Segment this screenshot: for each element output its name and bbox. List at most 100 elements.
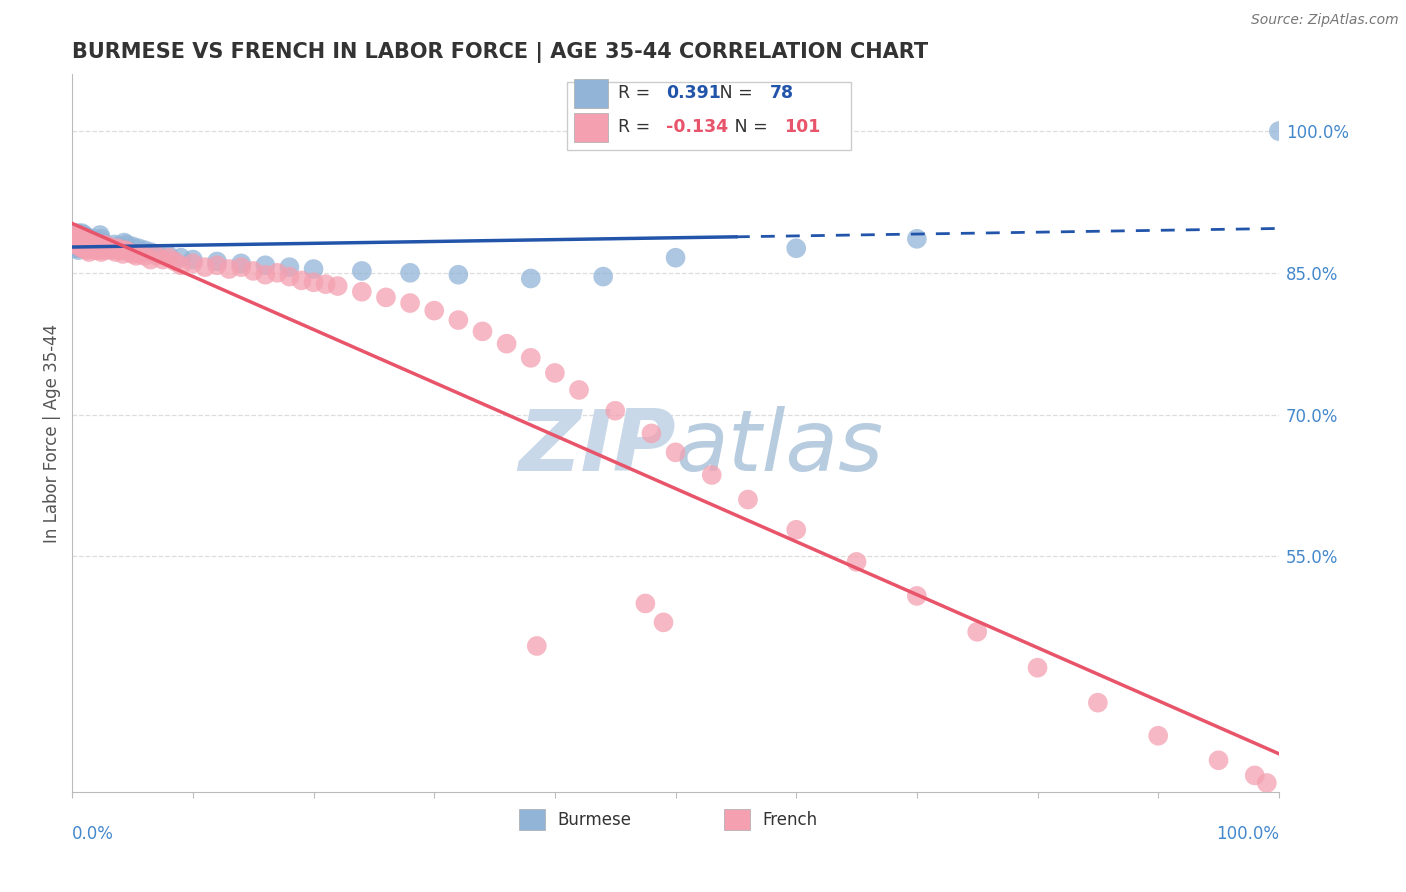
Point — [640, 426, 662, 441]
Point — [118, 245, 141, 260]
Point — [110, 241, 132, 255]
Point — [290, 273, 312, 287]
Point — [79, 241, 101, 255]
Text: 100.0%: 100.0% — [1216, 825, 1279, 843]
Point — [69, 235, 91, 250]
Point — [69, 239, 91, 253]
FancyBboxPatch shape — [574, 113, 607, 142]
Point — [194, 260, 217, 274]
Point — [83, 239, 105, 253]
Point — [115, 237, 138, 252]
Point — [87, 235, 110, 250]
Point — [785, 523, 807, 537]
Point — [447, 268, 470, 282]
Point — [163, 254, 186, 268]
Text: R =: R = — [617, 119, 655, 136]
Point — [66, 237, 89, 252]
Point — [83, 232, 105, 246]
Point — [70, 232, 93, 246]
Point — [63, 237, 86, 252]
Text: Burmese: Burmese — [557, 811, 631, 829]
Point — [181, 252, 204, 267]
Point — [605, 403, 627, 417]
Point — [62, 230, 84, 244]
Point — [87, 243, 110, 257]
Point — [592, 269, 614, 284]
Point — [69, 227, 91, 242]
Text: N =: N = — [714, 84, 758, 103]
Point — [737, 492, 759, 507]
Point — [63, 237, 86, 252]
Point — [231, 260, 253, 274]
Point — [100, 243, 122, 257]
Point — [110, 243, 132, 257]
Point — [86, 237, 108, 252]
Point — [97, 239, 120, 253]
Point — [112, 235, 135, 250]
Point — [266, 266, 288, 280]
Point — [66, 239, 89, 253]
Point — [231, 256, 253, 270]
Point — [139, 252, 162, 267]
Point — [1268, 124, 1291, 138]
Point — [93, 237, 115, 252]
Point — [170, 251, 193, 265]
Point — [73, 234, 96, 248]
Point — [1256, 776, 1278, 790]
Point — [101, 241, 124, 255]
Point — [89, 227, 111, 242]
Point — [103, 237, 125, 252]
Point — [254, 258, 277, 272]
Text: BURMESE VS FRENCH IN LABOR FORCE | AGE 35-44 CORRELATION CHART: BURMESE VS FRENCH IN LABOR FORCE | AGE 3… — [72, 42, 928, 62]
Point — [67, 234, 90, 248]
Point — [399, 266, 422, 280]
Point — [544, 366, 567, 380]
Point — [62, 226, 84, 240]
Text: N =: N = — [728, 119, 773, 136]
Point — [77, 245, 100, 260]
Point — [519, 271, 541, 285]
Point — [519, 351, 541, 365]
Point — [90, 232, 112, 246]
Point — [326, 279, 349, 293]
Point — [966, 624, 988, 639]
Point — [66, 234, 89, 248]
Point — [785, 241, 807, 255]
Point — [1243, 768, 1265, 782]
Point — [80, 235, 103, 250]
Point — [77, 241, 100, 255]
Point — [1087, 696, 1109, 710]
Point — [157, 251, 180, 265]
Point — [104, 245, 127, 260]
Point — [1026, 661, 1049, 675]
Point — [157, 249, 180, 263]
FancyBboxPatch shape — [574, 78, 607, 108]
Point — [66, 232, 89, 246]
Text: -0.134: -0.134 — [666, 119, 728, 136]
Point — [134, 243, 156, 257]
Point — [70, 234, 93, 248]
Point — [94, 237, 117, 252]
Point — [94, 241, 117, 255]
Point — [67, 237, 90, 252]
Point — [86, 234, 108, 248]
Point — [75, 232, 97, 246]
Point — [69, 232, 91, 246]
Point — [73, 239, 96, 253]
Point — [82, 235, 104, 250]
Point — [70, 241, 93, 255]
Point — [65, 232, 87, 246]
Point — [75, 241, 97, 255]
Text: Source: ZipAtlas.com: Source: ZipAtlas.com — [1251, 13, 1399, 28]
Point — [80, 234, 103, 248]
Point — [76, 243, 98, 257]
Point — [114, 243, 136, 257]
Point — [302, 262, 325, 277]
Point — [65, 230, 87, 244]
Point — [83, 237, 105, 252]
Point — [75, 237, 97, 252]
Text: French: French — [762, 811, 817, 829]
Point — [72, 232, 94, 246]
Point — [278, 269, 301, 284]
Point — [139, 245, 162, 260]
